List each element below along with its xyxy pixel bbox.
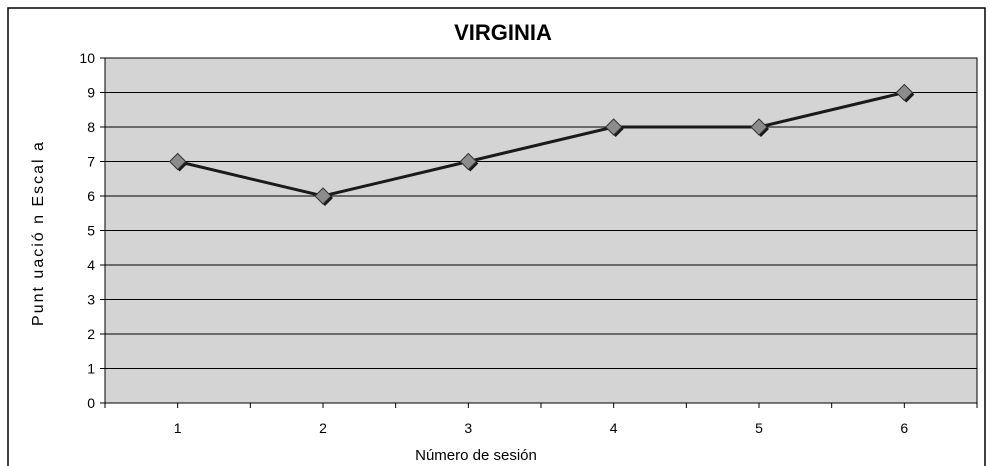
data-point-marker (604, 118, 624, 137)
x-tick-label: 2 (319, 420, 327, 436)
y-tick-label: 10 (79, 50, 95, 66)
y-tick-label: 8 (87, 119, 95, 135)
y-tick-label: 5 (87, 223, 95, 239)
x-tick-label: 6 (900, 420, 908, 436)
marker-diamond (314, 187, 332, 205)
y-tick-label: 0 (87, 395, 95, 411)
y-tick-label: 6 (87, 188, 95, 204)
y-axis: 0 1 2 3 4 5 6 7 8 9 10 (79, 50, 106, 411)
marker-diamond (895, 83, 914, 102)
data-point-marker (459, 152, 479, 172)
x-axis-title: Número de sesión (415, 447, 537, 464)
y-tick-label: 9 (87, 85, 95, 101)
data-point-marker (314, 187, 333, 206)
marker-diamond (168, 152, 187, 171)
series-line (177, 91, 905, 198)
x-tick-label: 5 (755, 420, 763, 436)
x-tick-label: 4 (610, 420, 618, 436)
x-tick-label: 1 (174, 420, 182, 436)
x-tick-label: 3 (464, 420, 472, 436)
marker-diamond (459, 152, 478, 171)
y-tick-label: 3 (87, 292, 95, 308)
y-tick-label: 1 (87, 361, 95, 377)
series-group (168, 83, 915, 206)
chart-title: VIRGINIA (454, 20, 552, 45)
marker-diamond (750, 118, 768, 136)
y-axis-title: Punt uació n Escal a (30, 140, 47, 326)
data-point-marker (168, 152, 188, 172)
y-tick-label: 4 (87, 257, 95, 273)
x-axis: 1 2 3 4 5 6 (104, 402, 978, 436)
y-tick-label: 2 (87, 326, 95, 342)
gridlines (105, 57, 977, 369)
data-point-marker (895, 83, 915, 103)
y-tick-label: 7 (87, 154, 95, 170)
marker-diamond (604, 118, 623, 136)
data-point-marker (750, 118, 769, 137)
